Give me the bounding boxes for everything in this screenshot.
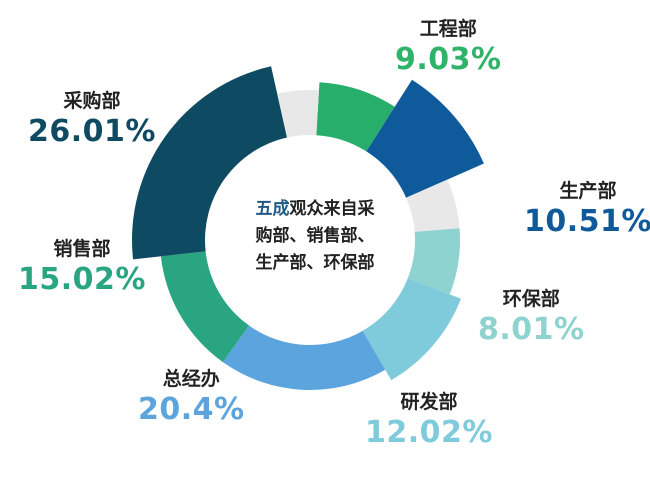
label-sales: 销售部 15.02%	[18, 240, 146, 295]
label-pct-rnd: 12.02%	[365, 415, 493, 450]
center-caption: 五成观众来自采 购部、销售部、 生产部、环保部	[205, 196, 425, 278]
slice-采购部	[132, 66, 288, 260]
label-rnd: 研发部 12.02%	[365, 393, 493, 448]
label-name-procurement: 采购部	[63, 90, 121, 112]
slice-工程部	[316, 82, 395, 152]
label-name-environmental: 环保部	[502, 288, 560, 310]
center-line2: 购部、销售部、	[255, 226, 375, 247]
center-highlight: 五成	[255, 199, 290, 219]
slice-gap-2	[406, 179, 460, 232]
label-production: 生产部 10.51%	[524, 182, 650, 237]
label-name-production: 生产部	[559, 180, 617, 202]
label-procurement: 采购部 26.01%	[28, 92, 156, 147]
label-pct-procurement: 26.01%	[28, 114, 156, 149]
slice-生产部	[366, 79, 484, 198]
label-name-general-office: 总经办	[162, 368, 220, 390]
center-line3: 生产部、环保部	[255, 253, 375, 274]
center-line1: 观众来自采	[289, 199, 375, 219]
slice-gap-8	[277, 90, 319, 138]
label-name-sales: 销售部	[53, 238, 111, 260]
label-general-office: 总经办 20.4%	[138, 370, 245, 425]
slice-销售部	[160, 251, 250, 363]
slice-总经办	[222, 325, 386, 390]
label-pct-production: 10.51%	[524, 204, 650, 239]
label-pct-environmental: 8.01%	[478, 312, 585, 347]
slice-环保部	[407, 228, 460, 295]
label-engineering: 工程部 9.03%	[395, 20, 502, 75]
slice-研发部	[362, 278, 461, 381]
label-pct-sales: 15.02%	[18, 262, 146, 297]
label-pct-general-office: 20.4%	[138, 392, 245, 427]
label-environmental: 环保部 8.01%	[478, 290, 585, 345]
label-name-engineering: 工程部	[419, 18, 477, 40]
label-pct-engineering: 9.03%	[395, 42, 502, 77]
label-name-rnd: 研发部	[400, 391, 458, 413]
